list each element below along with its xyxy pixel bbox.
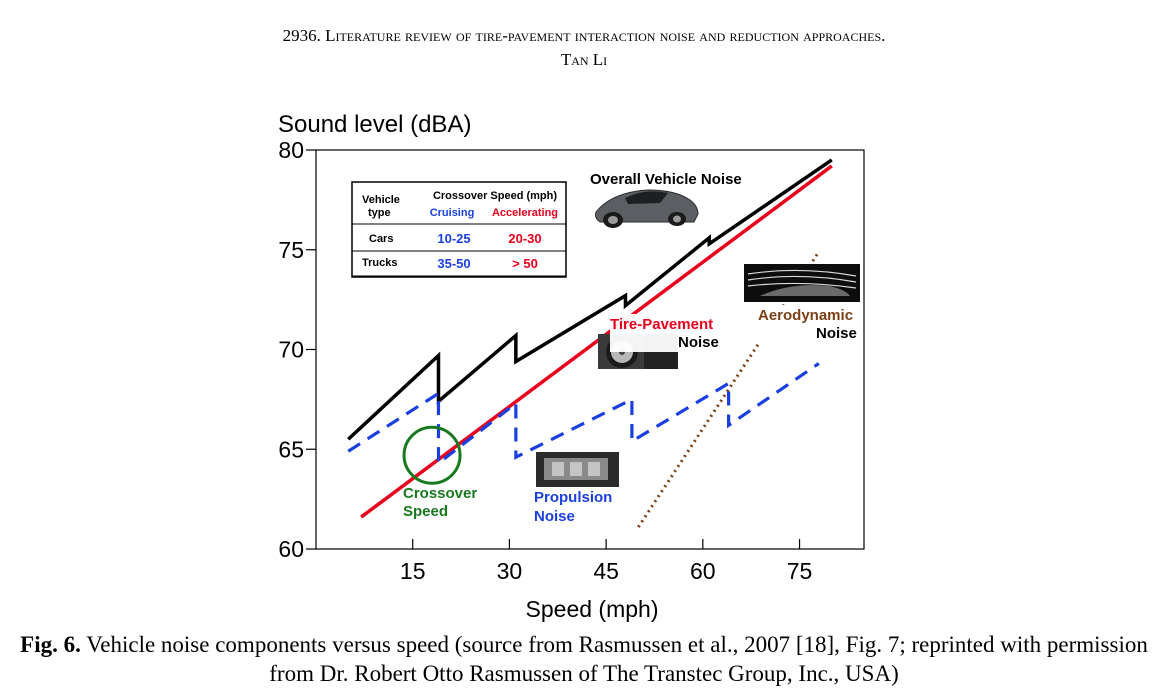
caption-text: Vehicle noise components versus speed (s… <box>86 632 1148 686</box>
label-propulsion-1: Propulsion <box>534 489 612 506</box>
crossover-table: Vehicle type Crossover Speed (mph) Cruis… <box>351 181 567 278</box>
x-tick-label: 60 <box>690 558 716 584</box>
table-head-vehicle: Vehicle <box>362 194 400 206</box>
author-name: Tan Li <box>560 50 608 69</box>
y-tick-label: 75 <box>278 237 304 263</box>
wind-tunnel-image <box>744 264 860 302</box>
y-tick-label: 65 <box>278 436 304 462</box>
table-head-cruising: Cruising <box>430 207 475 219</box>
series-line-propulsion <box>347 362 820 467</box>
table-head-type: type <box>368 207 391 219</box>
y-tick-label: 60 <box>278 536 304 562</box>
series-line-overall <box>347 158 833 441</box>
car-image <box>595 189 699 228</box>
x-tick-label: 30 <box>497 558 523 584</box>
table-row-trucks-accelerating: > 50 <box>512 256 538 271</box>
label-aero-2: Noise <box>816 325 857 342</box>
figure-caption: Fig. 6. Vehicle noise components versus … <box>0 630 1168 688</box>
label-tire-1: Tire-Pavement <box>610 316 713 333</box>
label-crossover-2: Speed <box>403 503 448 520</box>
x-axis-title: Speed (mph) <box>526 596 659 622</box>
x-tick-label: 45 <box>593 558 619 584</box>
table-row-trucks-type: Trucks <box>362 257 397 269</box>
label-aero-1: Aerodynamic <box>758 307 853 324</box>
y-tick-label: 80 <box>278 137 304 163</box>
label-tire-2: Noise <box>678 334 719 351</box>
y-tick-label: 70 <box>278 337 304 363</box>
table-row-trucks-cruising: 35-50 <box>437 256 470 271</box>
table-head-crossover: Crossover Speed (mph) <box>433 190 557 202</box>
y-axis-title: Sound level (dBA) <box>278 111 471 138</box>
x-tick-label: 75 <box>787 558 813 584</box>
caption-label: Fig. 6. <box>20 632 81 657</box>
table-row-cars-accelerating: 20-30 <box>508 231 541 246</box>
crossover-speed-circle <box>402 425 462 485</box>
x-tick-label: 15 <box>400 558 426 584</box>
running-header: 2936. Literature review of tire-pavement… <box>282 26 886 45</box>
engine-image <box>536 452 619 487</box>
series-line-aero <box>637 250 821 528</box>
label-overall: Overall Vehicle Noise <box>590 171 742 188</box>
table-row-cars-cruising: 10-25 <box>437 231 470 246</box>
label-propulsion-2: Noise <box>534 508 575 525</box>
table-head-accelerating: Accelerating <box>492 207 558 219</box>
label-crossover-1: Crossover <box>403 485 477 502</box>
table-row-cars-type: Cars <box>369 233 393 245</box>
